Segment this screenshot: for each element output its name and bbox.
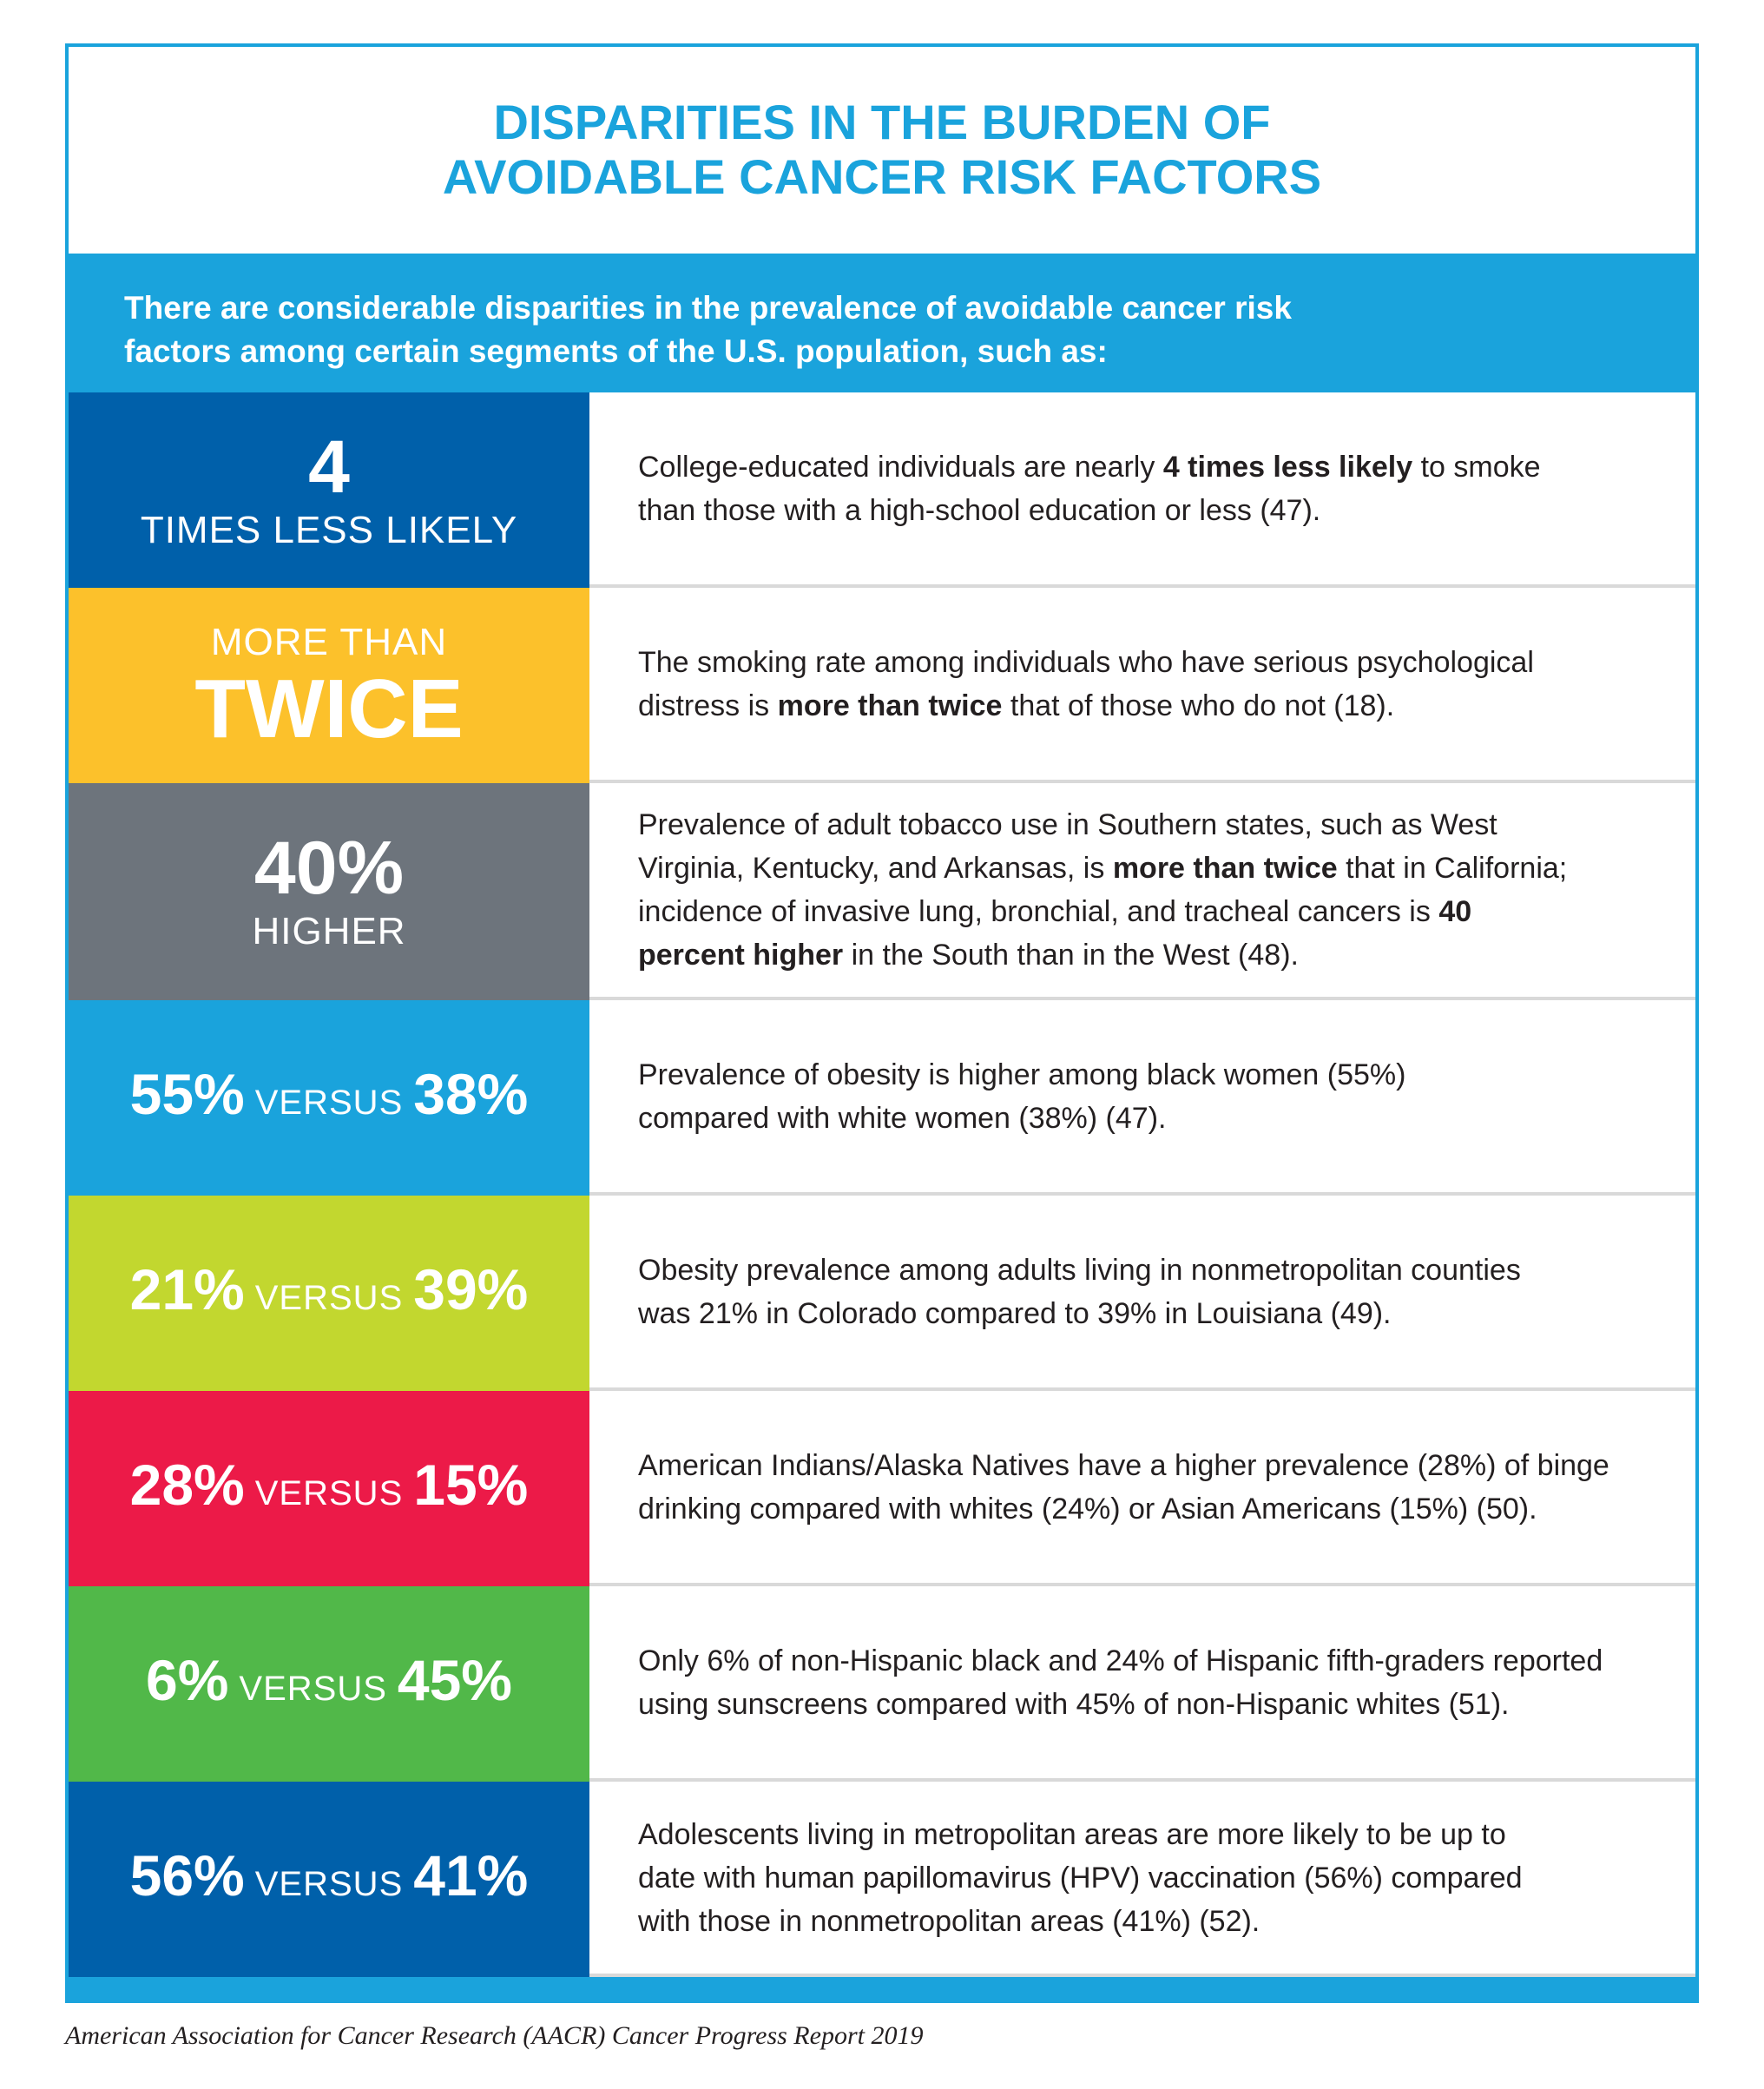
title-line-2: AVOIDABLE CANCER RISK FACTORS [442, 149, 1322, 204]
stat-value-a: 55% [129, 1061, 245, 1126]
description-line: Prevalence of obesity is higher among bl… [638, 1058, 1406, 1091]
stat-value-a: 6% [146, 1647, 229, 1712]
versus-label: VERSUS [254, 1083, 404, 1122]
stat-block: 55% VERSUS 38% [69, 1000, 589, 1196]
description-line: percent higher in the South than in the … [638, 933, 1695, 977]
source-citation: American Association for Cancer Research… [65, 2021, 924, 2050]
stat-comparison: 55% VERSUS 38% [130, 1064, 529, 1133]
stats-list: 4 TIMES LESS LIKELY College-educated ind… [69, 392, 1695, 1977]
intro-banner: There are considerable disparities in th… [69, 254, 1695, 392]
versus-label: VERSUS [239, 1669, 387, 1708]
versus-label: VERSUS [254, 1473, 404, 1512]
stat-row-smoking-education: 4 TIMES LESS LIKELY College-educated ind… [69, 392, 1695, 588]
stat-description: College-educated individuals are nearly … [589, 392, 1695, 588]
stat-block: 6% VERSUS 45% [69, 1586, 589, 1782]
stat-row-sunscreen: 6% VERSUS 45% Only 6% of non-Hispanic blac… [69, 1586, 1695, 1782]
emphasis-text: more than twice [1112, 852, 1338, 885]
stat-block: 4 TIMES LESS LIKELY [69, 392, 589, 588]
stat-value-b: 41% [413, 1842, 529, 1908]
stat-number: TWICE [194, 662, 464, 755]
description-line: than those with a high-school education … [638, 493, 1321, 527]
emphasis-text: 4 times less likely [1162, 450, 1413, 484]
text-span: in the South than in the West (48). [843, 939, 1299, 972]
stat-value-b: 39% [413, 1256, 529, 1321]
stat-description: Obesity prevalence among adults living i… [589, 1196, 1695, 1391]
stat-block: MORE THAN TWICE [69, 588, 589, 783]
stat-label: HIGHER [252, 910, 406, 952]
description-line: Adolescents living in metropolitan areas… [638, 1817, 1506, 1851]
stat-description: Adolescents living in metropolitan areas… [589, 1782, 1695, 1977]
stat-description: The smoking rate among individuals who h… [589, 588, 1695, 783]
bottom-band [69, 1977, 1695, 2000]
stat-description: Only 6% of non-Hispanic black and 24% of… [589, 1586, 1695, 1782]
description-line: American Indians/Alaska Natives have a h… [638, 1448, 1609, 1482]
description-line: Virginia, Kentucky, and Arkansas, is mor… [638, 847, 1695, 890]
text-span: that in California; [1337, 852, 1568, 885]
emphasis-text: more than twice [777, 689, 1003, 722]
description-line: date with human papillomavirus (HPV) vac… [638, 1861, 1523, 1895]
emphasis-text: 40 [1438, 895, 1472, 928]
text-span: that of those who do not (18). [1002, 689, 1395, 722]
text-span: incidence of invasive lung, bronchial, a… [638, 895, 1439, 928]
stat-comparison: 21% VERSUS 39% [130, 1259, 529, 1328]
text-span: distress is [638, 689, 778, 722]
infographic-frame: DISPARITIES IN THE BURDEN OF AVOIDABLE C… [65, 43, 1699, 2003]
stat-label: TIMES LESS LIKELY [140, 508, 518, 551]
intro-line-1: There are considerable disparities in th… [124, 290, 1292, 326]
description-line: College-educated individuals are nearly … [638, 445, 1695, 489]
description-line: with those in nonmetropolitan areas (41%… [638, 1904, 1260, 1938]
stat-value-b: 45% [397, 1647, 512, 1712]
stat-comparison: 56% VERSUS 41% [130, 1845, 529, 1914]
description-line: was 21% in Colorado compared to 39% in L… [638, 1296, 1392, 1330]
stat-description: American Indians/Alaska Natives have a h… [589, 1391, 1695, 1586]
description-line: Prevalence of adult tobacco use in South… [638, 808, 1497, 841]
stat-description: Prevalence of obesity is higher among bl… [589, 1000, 1695, 1196]
stat-block: 28% VERSUS 15% [69, 1391, 589, 1586]
stat-block: 56% VERSUS 41% [69, 1782, 589, 1977]
text-span: College-educated individuals are nearly [638, 450, 1163, 484]
text-span: Virginia, Kentucky, and Arkansas, is [638, 852, 1113, 885]
text-span: to smoke [1412, 450, 1541, 484]
versus-label: VERSUS [254, 1278, 404, 1317]
stat-value-b: 38% [413, 1061, 529, 1126]
description-line: The smoking rate among individuals who h… [638, 645, 1534, 679]
stat-comparison: 28% VERSUS 15% [130, 1454, 529, 1524]
stat-value-b: 15% [413, 1452, 529, 1517]
stat-comparison: 6% VERSUS 45% [146, 1650, 512, 1719]
stat-value-a: 28% [129, 1452, 245, 1517]
page-title: DISPARITIES IN THE BURDEN OF AVOIDABLE C… [69, 47, 1695, 254]
intro-line-2: factors among certain segments of the U.… [124, 333, 1108, 369]
stat-value-a: 56% [129, 1842, 245, 1908]
description-line: Obesity prevalence among adults living i… [638, 1253, 1521, 1287]
stat-block: 21% VERSUS 39% [69, 1196, 589, 1391]
versus-label: VERSUS [254, 1864, 404, 1903]
description-line: incidence of invasive lung, bronchial, a… [638, 890, 1695, 933]
stat-row-tobacco-south: 40% HIGHER Prevalence of adult tobacco u… [69, 783, 1695, 1000]
description-line: drinking compared with whites (24%) or A… [638, 1492, 1537, 1526]
stat-value-a: 21% [129, 1256, 245, 1321]
stat-number: 40% [253, 827, 405, 910]
stat-row-obesity-nonmetro: 21% VERSUS 39% Obesity prevalence among ad… [69, 1196, 1695, 1391]
stat-row-psychological-distress: MORE THAN TWICE The smoking rate among i… [69, 588, 1695, 783]
stat-row-binge-drinking: 28% VERSUS 15% American Indians/Alaska Nat… [69, 1391, 1695, 1586]
description-line: distress is more than twice that of thos… [638, 684, 1695, 728]
emphasis-text: percent higher [638, 939, 844, 972]
stat-block: 40% HIGHER [69, 783, 589, 1000]
stat-row-hpv-vaccination: 56% VERSUS 41% Adolescents living in metro… [69, 1782, 1695, 1977]
stat-label: MORE THAN [210, 620, 448, 663]
title-line-1: DISPARITIES IN THE BURDEN OF [493, 95, 1271, 150]
description-line: compared with white women (38%) (47). [638, 1101, 1167, 1135]
stat-number: 4 [308, 425, 350, 509]
stat-description: Prevalence of adult tobacco use in South… [589, 783, 1695, 1000]
stat-row-obesity-women: 55% VERSUS 38% Prevalence of obesity is hi… [69, 1000, 1695, 1196]
description-line: using sunscreens compared with 45% of no… [638, 1687, 1510, 1721]
description-line: Only 6% of non-Hispanic black and 24% of… [638, 1644, 1603, 1677]
